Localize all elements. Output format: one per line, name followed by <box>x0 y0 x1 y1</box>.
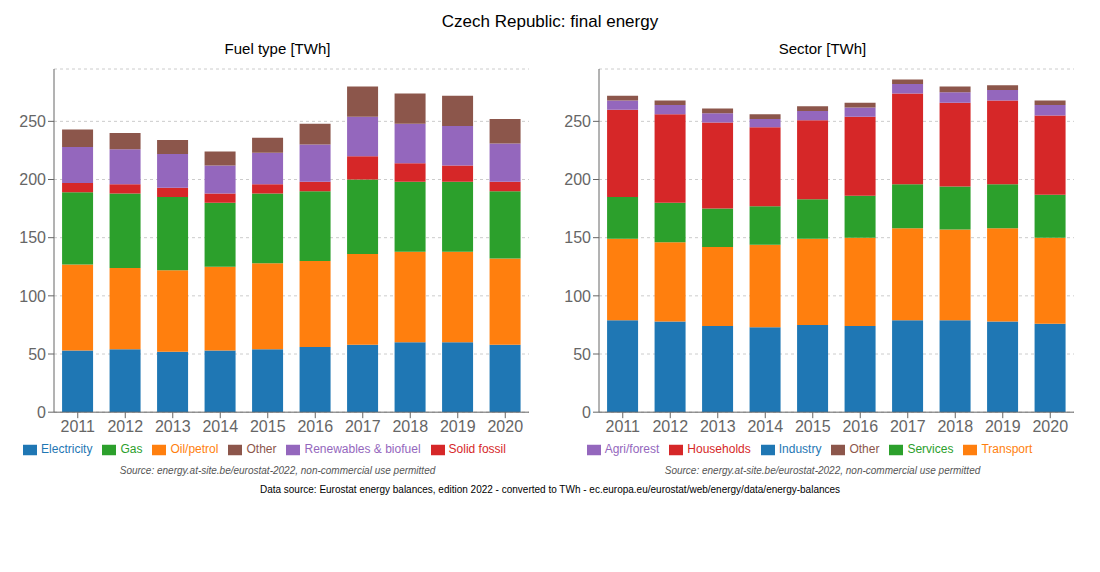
html-text:Renewables & biofuel: Renewables & biofuel <box>304 442 421 457</box>
html-text:Services: Services <box>907 442 954 457</box>
svg-text:150: 150 <box>19 229 46 246</box>
svg-text:2017: 2017 <box>890 418 926 435</box>
html-text:Sector [TWh]: Sector [TWh] <box>778 40 867 57</box>
svg-text:100: 100 <box>564 288 591 305</box>
svg-text:2011: 2011 <box>606 418 641 435</box>
svg-text:2011: 2011 <box>61 418 96 435</box>
html-text:Czech Republic: final energy: Czech Republic: final energy <box>441 12 659 31</box>
svg-text:2012: 2012 <box>107 418 143 435</box>
svg-text:250: 250 <box>19 113 46 130</box>
svg-text:2017: 2017 <box>345 418 381 435</box>
svg-text:2016: 2016 <box>842 418 878 435</box>
svg-text:2018: 2018 <box>392 418 428 435</box>
svg-text:200: 200 <box>564 171 591 188</box>
html-text:Industry: Industry <box>778 442 822 457</box>
svg-text:2013: 2013 <box>155 418 191 435</box>
svg-text:2015: 2015 <box>795 418 831 435</box>
html-text:Source: energy.at-site.be/euro: Source: energy.at-site.be/eurostat-2022,… <box>119 465 436 476</box>
svg-text:2014: 2014 <box>747 418 783 435</box>
html-text:Gas: Gas <box>120 442 143 457</box>
svg-text:2012: 2012 <box>652 418 688 435</box>
html-text:Other: Other <box>849 442 880 457</box>
html-text:Transport: Transport <box>981 442 1033 457</box>
html-text:Other: Other <box>246 442 277 457</box>
svg-text:2016: 2016 <box>297 418 333 435</box>
svg-text:2015: 2015 <box>250 418 286 435</box>
svg-text:200: 200 <box>19 171 46 188</box>
html-text:Fuel type [TWh]: Fuel type [TWh] <box>224 40 331 57</box>
svg-text:2013: 2013 <box>700 418 736 435</box>
svg-text:2019: 2019 <box>440 418 476 435</box>
html-text:Data source: Eurostat energy b: Data source: Eurostat energy balances, e… <box>259 484 841 495</box>
svg-text:2018: 2018 <box>937 418 973 435</box>
svg-text:0: 0 <box>582 404 591 421</box>
svg-text:50: 50 <box>573 346 591 363</box>
svg-text:250: 250 <box>564 113 591 130</box>
html-text:Solid fossil: Solid fossil <box>448 442 506 457</box>
svg-text:2014: 2014 <box>202 418 238 435</box>
svg-text:2020: 2020 <box>1032 418 1068 435</box>
svg-text:2020: 2020 <box>487 418 523 435</box>
svg-text:50: 50 <box>28 346 46 363</box>
svg-text:100: 100 <box>19 288 46 305</box>
html-text:Agri/forest: Agri/forest <box>604 442 660 457</box>
html-text:Electricity: Electricity <box>41 442 93 457</box>
html-text:Oil/petrol: Oil/petrol <box>170 442 219 457</box>
svg-text:2019: 2019 <box>985 418 1021 435</box>
html-text:Source: energy.at-site.be/euro: Source: energy.at-site.be/eurostat-2022,… <box>664 465 981 476</box>
svg-text:150: 150 <box>564 229 591 246</box>
svg-text:0: 0 <box>37 404 46 421</box>
html-text:Households: Households <box>687 442 751 457</box>
